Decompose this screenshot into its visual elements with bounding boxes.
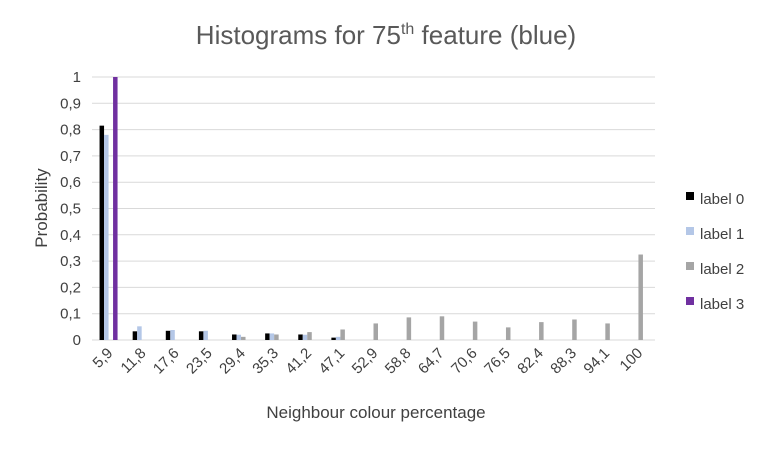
bar-label-2-4 (241, 336, 246, 340)
bar-label-1-0 (104, 134, 109, 340)
bar-label-0-0 (99, 125, 105, 340)
bar-label-2-14 (572, 319, 577, 340)
x-tick-label: 94,1 (580, 345, 613, 378)
bar-label-0-4 (232, 334, 237, 340)
bar-label-0-6 (298, 334, 303, 340)
bar-label-2-16 (638, 254, 643, 340)
bar-label-2-12 (505, 327, 511, 340)
legend-label: label 1 (700, 226, 744, 243)
bars (99, 77, 643, 340)
legend-label: label 3 (700, 296, 744, 313)
bar-label-2-5 (274, 334, 279, 340)
y-tick-label: 0,4 (60, 227, 81, 244)
gridlines (92, 76, 655, 341)
x-tick-label: 70,6 (448, 345, 481, 378)
legend-label: label 2 (700, 261, 744, 278)
chart-title-main: Histograms for 75 (196, 20, 401, 50)
y-tick-label: 1 (73, 69, 81, 86)
legend: label 0 label 1 label 2 label 3 (686, 191, 744, 313)
x-tick-label: 88,3 (547, 345, 580, 378)
x-tick-label: 41,2 (282, 345, 315, 378)
bar-label-2-8 (373, 323, 378, 340)
x-tick-label: 5,9 (90, 345, 117, 372)
x-tick-label: 64,7 (415, 345, 448, 378)
x-tick-label: 76,5 (481, 345, 514, 378)
x-tick-label: 52,9 (349, 345, 382, 378)
bar-label-3-0 (113, 77, 118, 340)
bar-label-0-2 (165, 330, 171, 340)
bar-label-2-6 (307, 332, 312, 340)
legend-swatch (686, 297, 694, 305)
x-tick-label: 100 (617, 345, 647, 375)
bar-label-2-13 (539, 322, 544, 340)
y-tick-label: 0,7 (60, 148, 81, 165)
x-tick-label: 82,4 (514, 345, 547, 378)
x-tick-label: 47,1 (316, 345, 349, 378)
bar-label-2-10 (439, 316, 445, 340)
bar-label-2-15 (605, 323, 610, 340)
bar-label-2-11 (472, 321, 478, 340)
y-tick-label: 0,1 (60, 306, 81, 323)
bar-label-0-7 (331, 337, 336, 340)
bar-label-0-1 (132, 331, 138, 340)
y-tick-label: 0,8 (60, 122, 81, 139)
bar-label-2-9 (406, 317, 412, 340)
x-tick-label: 11,8 (118, 345, 150, 377)
bar-label-1-1 (137, 326, 142, 340)
legend-swatch (686, 227, 694, 235)
bar-label-1-4 (236, 334, 242, 340)
bar-label-1-2 (170, 330, 175, 340)
legend-label: label 0 (700, 191, 744, 208)
bar-label-1-5 (269, 333, 275, 340)
bar-label-0-5 (265, 333, 270, 340)
x-tick-label: 35,3 (249, 345, 282, 378)
y-tick-label: 0 (73, 332, 81, 349)
y-tick-label: 0,9 (60, 95, 81, 112)
legend-swatch (686, 192, 694, 200)
y-tick-label: 0,5 (60, 201, 81, 218)
chart-title-suffix: feature (blue) (414, 20, 576, 50)
x-tick-label: 23,5 (183, 345, 216, 378)
bar-label-2-7 (340, 329, 345, 340)
y-axis-ticks: 0 0,1 0,2 0,3 0,4 0,5 0,6 0,7 0,8 0,9 1 (60, 69, 81, 349)
bar-label-1-6 (302, 334, 308, 340)
chart-title-superscript: th (401, 21, 414, 38)
x-axis-ticks: 5,9 11,8 17,6 23,5 29,4 35,3 41,2 47,1 52,9 58,8 6… (90, 345, 647, 378)
y-tick-label: 0,2 (60, 279, 81, 296)
bar-label-0-3 (198, 331, 204, 340)
x-tick-label: 58,8 (382, 345, 415, 378)
bar-label-1-3 (203, 330, 208, 340)
y-tick-label: 0,3 (60, 253, 81, 270)
bar-label-1-7 (335, 336, 341, 340)
x-tick-label: 17,6 (150, 345, 183, 378)
y-axis-label: Probability (32, 168, 51, 248)
x-tick-label: 29,4 (216, 345, 249, 378)
legend-swatch (686, 262, 694, 270)
x-axis-label: Neighbour colour percentage (266, 403, 485, 422)
chart-title: Histograms for 75th feature (blue) (196, 20, 576, 50)
y-tick-label: 0,6 (60, 174, 81, 191)
